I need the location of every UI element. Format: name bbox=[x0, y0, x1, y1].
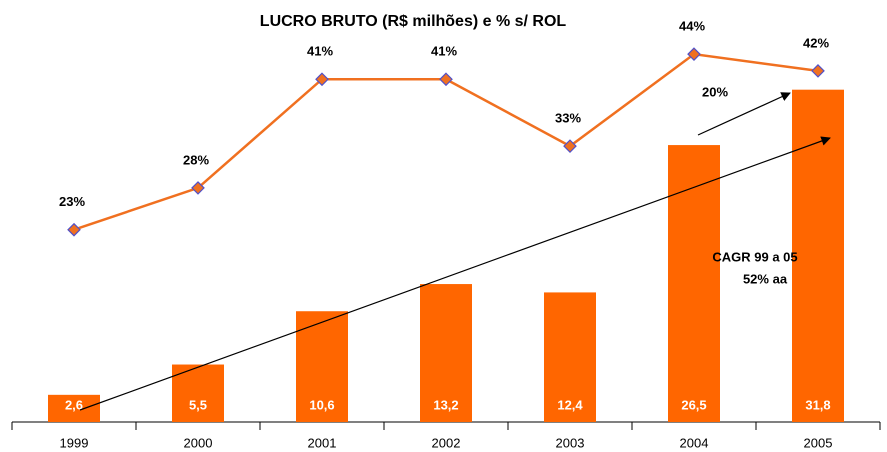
line-value-label: 44% bbox=[679, 19, 705, 34]
line-value-label: 41% bbox=[431, 44, 457, 59]
x-tick-label: 2000 bbox=[184, 435, 213, 450]
x-tick-label: 2005 bbox=[804, 435, 833, 450]
line-value-label: 41% bbox=[307, 44, 333, 59]
line-value-label: 28% bbox=[183, 152, 209, 167]
line-value-label: 33% bbox=[555, 111, 581, 126]
bar-value-label: 5,5 bbox=[189, 397, 207, 412]
line-value-label: 42% bbox=[803, 35, 829, 50]
arrow bbox=[79, 136, 831, 411]
bar bbox=[296, 311, 348, 422]
bar bbox=[48, 394, 100, 422]
x-tick-label: 2003 bbox=[556, 435, 585, 450]
bar bbox=[792, 89, 844, 422]
arrow bbox=[697, 92, 791, 136]
bar bbox=[668, 145, 720, 422]
bar-value-label: 26,5 bbox=[681, 397, 706, 412]
x-tick-label: 2004 bbox=[680, 435, 709, 450]
bar-value-label: 12,4 bbox=[557, 397, 583, 412]
line-marker bbox=[687, 47, 701, 62]
annotation: 20% bbox=[702, 84, 728, 99]
bar bbox=[172, 364, 224, 422]
line-marker bbox=[811, 64, 825, 78]
annotation: 52% aa bbox=[743, 271, 788, 286]
line-marker bbox=[315, 72, 329, 87]
line-marker bbox=[439, 72, 453, 87]
bar bbox=[420, 284, 472, 422]
line-marker bbox=[563, 139, 577, 153]
line-marker bbox=[191, 181, 205, 195]
bar-value-label: 31,8 bbox=[805, 397, 830, 412]
bar-value-label: 13,2 bbox=[433, 397, 458, 412]
line-marker bbox=[67, 222, 81, 237]
chart-title: LUCRO BRUTO (R$ milhões) e % s/ ROL bbox=[260, 13, 567, 30]
bar bbox=[544, 292, 596, 422]
bar-value-label: 10,6 bbox=[309, 397, 334, 412]
x-tick-label: 2001 bbox=[308, 435, 337, 450]
x-tick-label: 1999 bbox=[60, 435, 89, 450]
annotation: CAGR 99 a 05 bbox=[712, 249, 797, 264]
x-tick-label: 2002 bbox=[432, 435, 461, 450]
line-value-label: 23% bbox=[59, 194, 85, 209]
bar-value-label: 2,6 bbox=[65, 397, 83, 412]
